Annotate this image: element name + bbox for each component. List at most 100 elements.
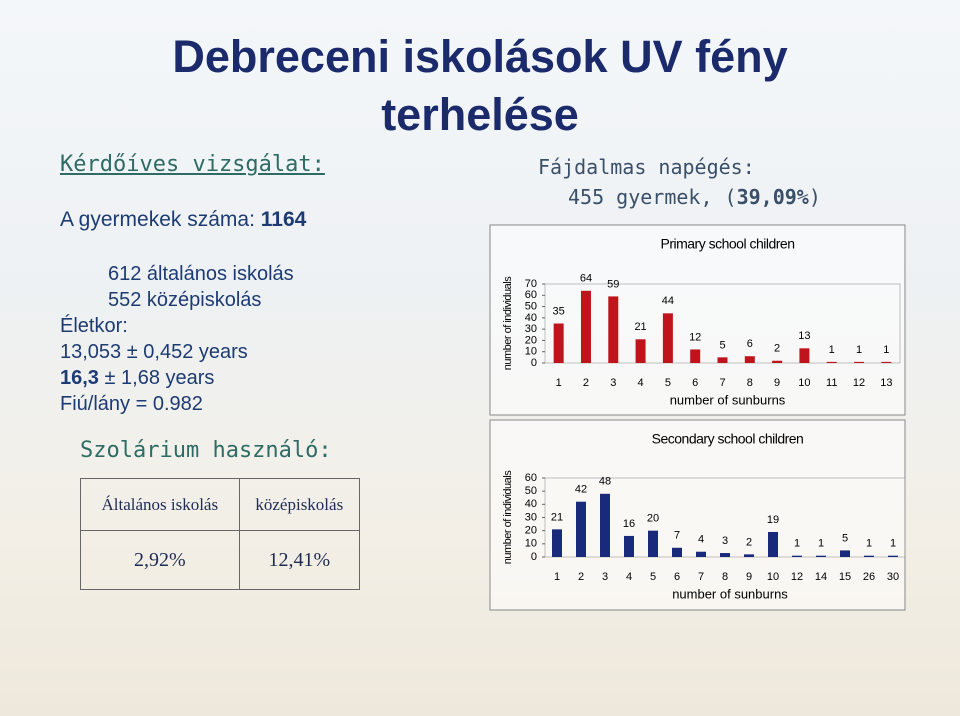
y-tick-label: 0 [531, 357, 537, 369]
y-tick-label: 20 [525, 525, 537, 537]
table-cell: 2,92% [80, 530, 240, 590]
solarium-heading: Szolárium használó: [80, 438, 332, 463]
chart-title: Secondary school children [652, 431, 804, 447]
bar [744, 356, 755, 363]
bar [717, 357, 728, 363]
x-tick-label: 4 [638, 377, 644, 389]
value-label: 21 [551, 511, 563, 523]
bar [672, 547, 682, 557]
value-label: 21 [634, 321, 646, 333]
count: 1164 [260, 208, 307, 231]
bar [768, 531, 778, 557]
x-tick-label: 7 [719, 377, 725, 389]
x-tick-label: 2 [583, 377, 589, 389]
sunburn-percent: 39,09% [736, 185, 809, 209]
value-label: 1 [890, 538, 896, 550]
x-tick-label: 30 [887, 571, 899, 583]
age-value: 16,3 [60, 367, 99, 389]
bar [888, 555, 898, 557]
x-tick-label: 12 [791, 571, 803, 583]
x-tick-label: 2 [578, 571, 584, 583]
sunburn-heading: Fájdalmas napégés: [538, 155, 755, 179]
x-axis-label: number of sunburns [672, 586, 788, 601]
y-tick-label: 30 [525, 323, 537, 335]
value-label: 1 [883, 344, 889, 356]
x-tick-label: 6 [674, 571, 680, 583]
y-axis-label: number of individuals [502, 276, 514, 370]
age-primary: 13,053 ± 0,452 years [60, 341, 248, 363]
value-label: 5 [842, 532, 848, 544]
bar [696, 551, 706, 557]
value-label: 12 [689, 331, 701, 343]
x-tick-label: 9 [746, 571, 752, 583]
value-label: 44 [662, 295, 674, 307]
x-tick-label: 1 [556, 377, 562, 389]
value-label: 7 [674, 530, 680, 542]
age-secondary: 16,3 ± 1,68 years [60, 367, 214, 390]
value-label: 3 [722, 535, 728, 547]
bar [662, 313, 673, 363]
x-tick-label: 26 [863, 571, 875, 583]
x-tick-label: 8 [747, 377, 753, 389]
x-tick-label: 10 [767, 571, 779, 583]
y-tick-label: 40 [525, 312, 537, 324]
bar [648, 530, 658, 557]
x-tick-label: 14 [815, 571, 827, 583]
x-tick-label: 5 [650, 571, 656, 583]
sunburn-suffix: ) [808, 185, 821, 209]
value-label: 48 [599, 476, 611, 488]
sunburn-line: 455 gyermek, (39,09%) [568, 185, 821, 209]
value-label: 16 [623, 518, 635, 530]
value-label: 20 [647, 513, 659, 525]
x-tick-label: 1 [554, 571, 560, 583]
value-label: 59 [607, 278, 619, 290]
x-tick-label: 4 [626, 571, 632, 583]
value-label: 2 [746, 536, 752, 548]
school-line: 552 középiskolás [108, 289, 262, 311]
bar [792, 555, 802, 557]
bar [553, 323, 564, 363]
value-label: 1 [829, 344, 835, 356]
x-axis-label: number of sunburns [670, 392, 786, 407]
bar [826, 361, 837, 363]
bar [864, 555, 874, 557]
value-label: 4 [698, 534, 704, 546]
x-tick-label: 5 [665, 377, 671, 389]
chart-title: Primary school children [661, 236, 795, 252]
ratio: Fiú/lány = 0.982 [60, 393, 203, 415]
value-label: 42 [575, 484, 587, 496]
bar [635, 339, 646, 363]
value-label: 1 [818, 538, 824, 550]
value-label: 2 [774, 343, 780, 355]
school-line: 612 általános iskolás [108, 263, 294, 285]
bar [552, 529, 562, 557]
y-tick-label: 10 [525, 538, 537, 550]
bar [840, 550, 850, 557]
y-tick-label: 70 [525, 278, 537, 290]
bar [799, 348, 810, 363]
table-header: középiskolás [238, 477, 361, 532]
bar [608, 296, 619, 363]
x-tick-label: 12 [853, 377, 865, 389]
x-tick-label: 15 [839, 571, 851, 583]
bar [600, 493, 610, 557]
bar [772, 360, 783, 363]
y-tick-label: 60 [525, 472, 537, 484]
x-tick-label: 7 [698, 571, 704, 583]
bar [744, 554, 754, 557]
x-tick-label: 13 [880, 377, 892, 389]
x-tick-label: 3 [610, 377, 616, 389]
value-label: 1 [856, 344, 862, 356]
value-label: 64 [580, 273, 592, 285]
bar [881, 361, 892, 363]
count-label: A gyermekek száma: [60, 208, 261, 231]
bar [576, 501, 586, 557]
value-label: 5 [719, 339, 725, 351]
value-label: 1 [866, 538, 872, 550]
y-tick-label: 50 [525, 485, 537, 497]
solarium-table: Általános iskolás középiskolás 2,92% 12,41… [80, 477, 361, 590]
y-tick-label: 0 [531, 551, 537, 563]
chart-frame [489, 419, 906, 611]
y-tick-label: 20 [525, 334, 537, 346]
